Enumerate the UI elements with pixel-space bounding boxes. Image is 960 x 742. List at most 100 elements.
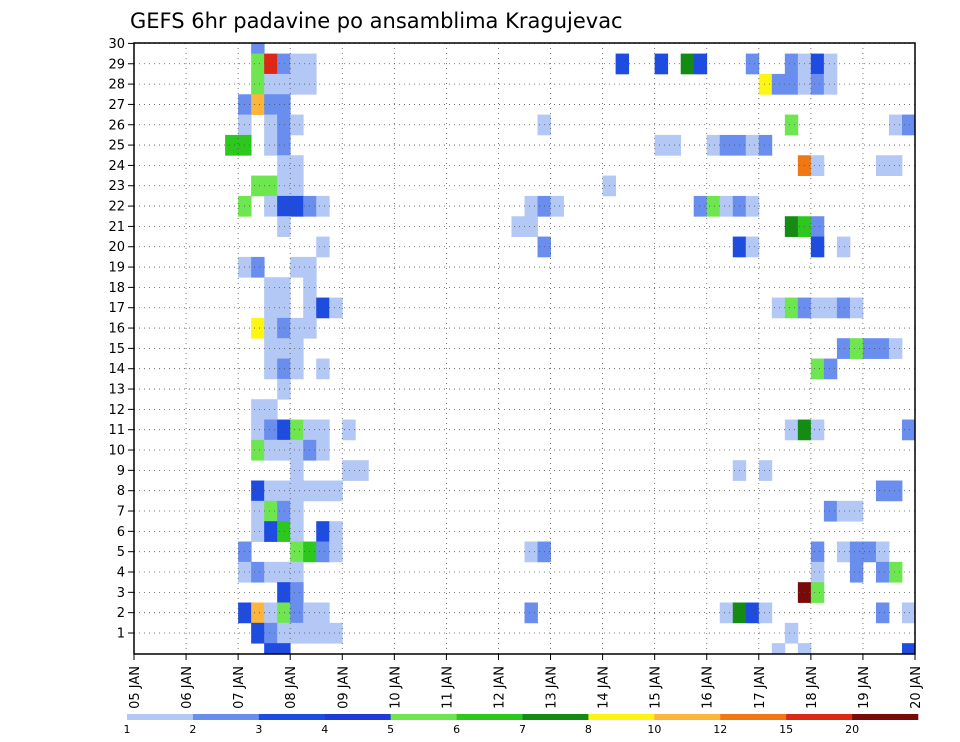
heatmap-cell xyxy=(290,195,304,217)
heatmap-cell xyxy=(277,155,291,176)
heatmap-cell xyxy=(316,419,330,441)
heatmap-cell xyxy=(745,236,760,258)
heatmap-cell xyxy=(524,195,538,217)
heatmap-cell xyxy=(277,134,291,156)
heatmap-cell xyxy=(264,602,278,624)
x-tick-label: 09 JAN xyxy=(336,666,351,709)
x-tick-label: 11 JAN xyxy=(440,666,455,709)
heatmap-cell xyxy=(290,338,304,359)
heatmap-cell xyxy=(901,602,916,624)
colorbar-swatch xyxy=(522,714,589,720)
colorbar-label: 5 xyxy=(387,723,394,736)
heatmap-cell xyxy=(290,622,304,644)
heatmap-cell xyxy=(524,541,538,563)
heatmap-cell xyxy=(290,358,304,380)
heatmap-cell xyxy=(264,297,278,319)
heatmap-cell xyxy=(251,256,265,278)
heatmap-cell xyxy=(901,643,916,655)
heatmap-cell xyxy=(654,53,669,75)
colorbar-swatch xyxy=(852,714,919,720)
heatmap-cell xyxy=(290,460,304,481)
heatmap-cell xyxy=(264,622,278,644)
heatmap-cell xyxy=(277,480,291,502)
y-tick-label: 5 xyxy=(117,545,125,560)
heatmap-cell xyxy=(290,521,304,542)
heatmap-cell xyxy=(784,53,799,75)
heatmap-cell xyxy=(316,439,330,461)
y-tick-label: 9 xyxy=(117,464,125,479)
heatmap-cell xyxy=(875,338,890,359)
colorbar-label: 7 xyxy=(519,723,526,736)
heatmap-cell xyxy=(849,297,864,319)
heatmap-cell xyxy=(277,439,291,461)
heatmap-cell xyxy=(290,114,304,136)
x-tick-label: 07 JAN xyxy=(232,666,247,709)
heatmap-cell xyxy=(277,53,291,75)
heatmap-cell xyxy=(264,439,278,461)
x-tick-label: 15 JAN xyxy=(649,666,664,709)
heatmap-cell xyxy=(524,216,538,237)
heatmap-cell xyxy=(251,602,265,624)
colorbar-label: 15 xyxy=(779,723,793,736)
heatmap-cell xyxy=(745,53,760,75)
heatmap-cell xyxy=(251,53,265,75)
colorbar-label: 20 xyxy=(845,723,859,736)
y-tick-label: 8 xyxy=(117,484,125,499)
heatmap-cell xyxy=(277,277,291,298)
heatmap-cell xyxy=(550,195,564,217)
heatmap-cell xyxy=(810,216,825,237)
heatmap-cell xyxy=(277,622,291,644)
heatmap-cell xyxy=(277,175,291,197)
colorbar-label: 6 xyxy=(453,723,460,736)
heatmap-cell xyxy=(251,175,265,197)
colorbar-swatch xyxy=(786,714,853,720)
heatmap-cell xyxy=(875,480,890,502)
heatmap-cell xyxy=(251,399,265,420)
heatmap-cell xyxy=(290,419,304,441)
colorbar-swatch xyxy=(588,714,655,720)
heatmap-cell xyxy=(745,134,760,156)
heatmap-cell xyxy=(290,480,304,502)
colorbar-label: 1 xyxy=(124,723,131,736)
y-tick-label: 16 xyxy=(108,322,125,337)
heatmap-cell xyxy=(784,216,799,237)
heatmap-cell xyxy=(888,480,903,502)
y-tick-label: 22 xyxy=(108,200,125,215)
heatmap-cell xyxy=(264,277,278,298)
heatmap-cell xyxy=(316,480,330,502)
heatmap-cell xyxy=(290,155,304,176)
heatmap-cell xyxy=(316,236,330,258)
y-tick-label: 23 xyxy=(108,179,125,194)
heatmap-cell xyxy=(225,134,239,156)
y-tick-label: 24 xyxy=(108,159,125,174)
x-tick-label: 16 JAN xyxy=(701,666,716,709)
heatmap-cells xyxy=(225,43,916,655)
colorbar-swatch xyxy=(192,714,260,720)
heatmap-cell xyxy=(290,500,304,522)
y-tick-label: 20 xyxy=(108,240,125,255)
heatmap-cell xyxy=(264,94,278,115)
heatmap-cell xyxy=(277,338,291,359)
heatmap-cell xyxy=(264,114,278,136)
heatmap-cell xyxy=(277,378,291,400)
y-tick-label: 14 xyxy=(108,362,125,377)
heatmap-cell xyxy=(264,561,278,583)
heatmap-cell xyxy=(524,602,538,624)
heatmap-cell xyxy=(901,114,916,136)
heatmap-cell xyxy=(654,134,669,156)
x-tick-label: 12 JAN xyxy=(492,666,507,709)
y-tick-label: 11 xyxy=(108,423,125,438)
x-tick-label: 10 JAN xyxy=(388,666,403,709)
y-tick-label: 7 xyxy=(117,505,125,520)
heatmap-cell xyxy=(264,73,278,95)
heatmap-cell xyxy=(719,134,734,156)
x-tick-label: 05 JAN xyxy=(128,666,143,709)
heatmap-cell xyxy=(875,602,890,624)
heatmap-cell xyxy=(693,53,708,75)
heatmap-cell xyxy=(758,602,773,624)
heatmap-cell xyxy=(888,338,903,359)
heatmap-cell xyxy=(251,622,265,644)
heatmap-cell xyxy=(316,297,330,319)
x-axis-ticks: 05 JAN 06 JAN 07 JAN 08 JAN 09 JAN 10 JAN 11 J… xyxy=(128,654,924,709)
heatmap-cell xyxy=(758,73,773,95)
